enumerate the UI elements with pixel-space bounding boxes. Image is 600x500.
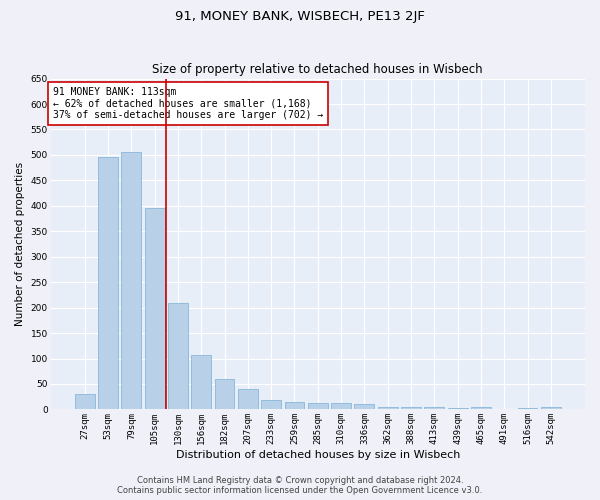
Bar [98, 158, 118, 410]
Bar [238, 389, 258, 409]
Y-axis label: Number of detached properties: Number of detached properties [15, 162, 25, 326]
Text: Contains HM Land Registry data © Crown copyright and database right 2024.
Contai: Contains HM Land Registry data © Crown c… [118, 476, 482, 495]
Bar [424, 407, 444, 410]
Bar [355, 404, 374, 409]
Bar [331, 404, 351, 409]
Bar [471, 407, 491, 410]
Bar [378, 407, 398, 410]
Bar [284, 402, 304, 409]
Text: 91, MONEY BANK, WISBECH, PE13 2JF: 91, MONEY BANK, WISBECH, PE13 2JF [175, 10, 425, 23]
Bar [448, 408, 467, 410]
Title: Size of property relative to detached houses in Wisbech: Size of property relative to detached ho… [152, 63, 483, 76]
X-axis label: Distribution of detached houses by size in Wisbech: Distribution of detached houses by size … [176, 450, 460, 460]
Bar [261, 400, 281, 409]
Bar [401, 407, 421, 410]
Bar [168, 302, 188, 410]
Bar [121, 152, 141, 410]
Bar [145, 208, 164, 410]
Text: 91 MONEY BANK: 113sqm
← 62% of detached houses are smaller (1,168)
37% of semi-d: 91 MONEY BANK: 113sqm ← 62% of detached … [53, 87, 323, 120]
Bar [215, 380, 235, 410]
Bar [541, 407, 561, 410]
Bar [308, 404, 328, 409]
Bar [191, 355, 211, 410]
Bar [494, 409, 514, 410]
Bar [75, 394, 95, 409]
Bar [518, 408, 538, 410]
